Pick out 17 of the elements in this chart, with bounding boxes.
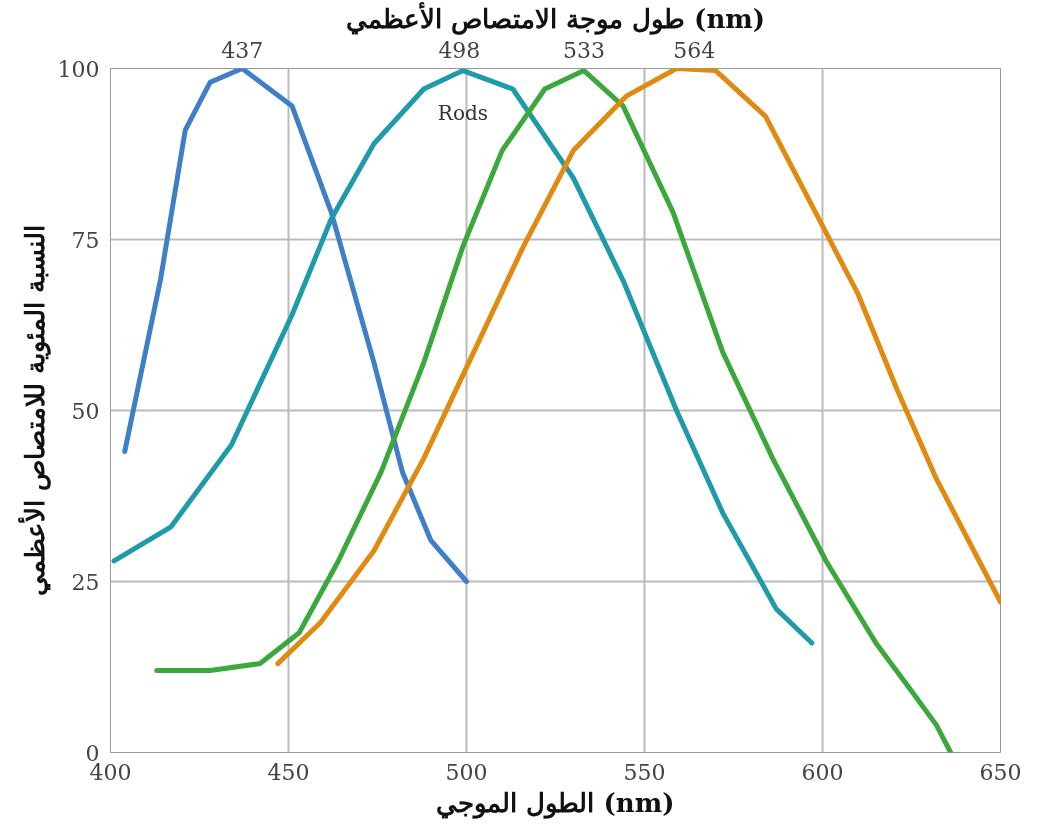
series-label: Rods <box>437 100 489 125</box>
x-axis-title: الطول الموجي (nm) <box>436 787 675 819</box>
x-tick-label: 450 <box>267 759 310 785</box>
x-tick-label: 600 <box>801 759 844 785</box>
y-axis-title: النسبة المئوية للامتصاص الأعظمي <box>17 224 51 597</box>
x2-tick-label: 437 <box>221 37 264 63</box>
x2-axis-title: طول موجة الامتصاص الأعظمي (nm) <box>345 1 766 35</box>
y-tick-label: 100 <box>57 56 100 82</box>
x2-tick-label: 533 <box>562 37 605 63</box>
x2-tick-label: 564 <box>673 37 716 63</box>
x-tick-label: 650 <box>979 759 1022 785</box>
x-tick-label: 550 <box>623 759 666 785</box>
x2-tick-label: 498 <box>438 37 481 63</box>
x-tick-label: 500 <box>445 759 488 785</box>
y-tick-label: 25 <box>71 569 100 595</box>
y-tick-label: 50 <box>71 398 100 424</box>
y-tick-label: 75 <box>71 227 100 253</box>
